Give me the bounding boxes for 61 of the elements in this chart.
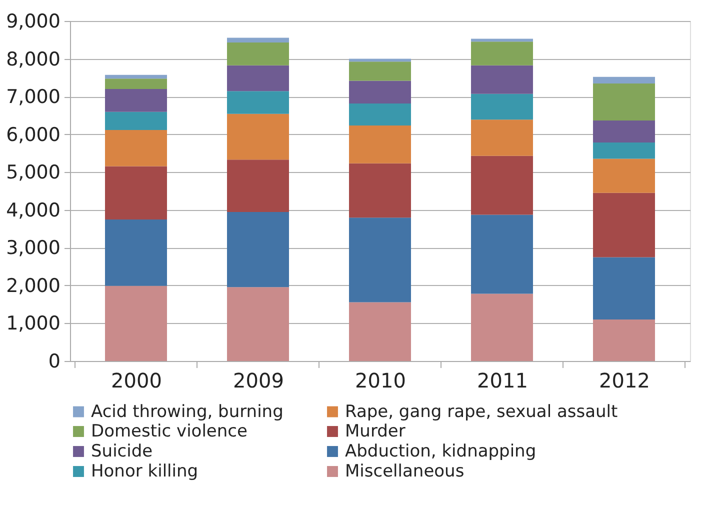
bar (349, 80, 411, 104)
y-tick-label: 4,000 (6, 199, 60, 222)
y-tick-label: 1,000 (6, 312, 60, 335)
legend-label: Murder (345, 422, 406, 442)
x-tick-label: 2012 (599, 368, 650, 392)
bar (227, 114, 289, 160)
bar (227, 91, 289, 114)
bar (593, 76, 655, 84)
bar (471, 294, 533, 361)
x-tick-label: 2010 (355, 368, 406, 392)
bar (471, 65, 533, 94)
bar (349, 125, 411, 164)
x-tick-label: 2009 (233, 368, 284, 392)
bar (105, 286, 167, 361)
bar (593, 120, 655, 142)
bar (105, 166, 167, 220)
y-tick-label: 3,000 (6, 237, 60, 260)
bar (349, 163, 411, 218)
bar (105, 112, 167, 130)
y-tick-label: 9,000 (6, 10, 60, 32)
bar (471, 42, 533, 66)
legend-label: Miscellaneous (345, 462, 464, 482)
bar (349, 62, 411, 81)
bar (105, 220, 167, 286)
y-tick-label: 8,000 (6, 48, 60, 70)
bar (471, 120, 533, 156)
bar (593, 192, 655, 258)
bar (227, 42, 289, 66)
bar (349, 302, 411, 361)
bar (227, 38, 289, 43)
y-tick-label: 2,000 (6, 274, 60, 297)
y-tick-label: 0 (48, 350, 60, 372)
bar (471, 156, 533, 215)
bar (593, 84, 655, 121)
bar (593, 257, 655, 320)
y-tick-label: 7,000 (6, 86, 60, 108)
bar (349, 218, 411, 302)
legend-label: Acid throwing, burning (91, 402, 284, 422)
bar (105, 74, 167, 79)
bar (227, 287, 289, 361)
bar (593, 319, 655, 361)
y-tick-label: 5,000 (6, 162, 60, 184)
legend-label: Rape, gang rape, sexual assault (345, 402, 618, 422)
bar (105, 89, 167, 112)
bar (227, 65, 289, 92)
bar (471, 214, 533, 294)
y-tick-label: 6,000 (6, 124, 60, 146)
bar (105, 130, 167, 166)
x-tick-label: 2011 (477, 368, 528, 392)
x-tick-label: 2000 (111, 368, 162, 392)
legend-label: Suicide (91, 442, 153, 462)
bar (471, 94, 533, 120)
bar (593, 158, 655, 193)
legend-label: Honor killing (91, 462, 198, 482)
legend-label: Abduction, kidnapping (345, 442, 536, 462)
bar (227, 212, 289, 288)
bar (593, 142, 655, 159)
legend-label: Domestic violence (91, 422, 248, 442)
bar (349, 104, 411, 126)
bar (227, 160, 289, 212)
bar (105, 78, 167, 89)
